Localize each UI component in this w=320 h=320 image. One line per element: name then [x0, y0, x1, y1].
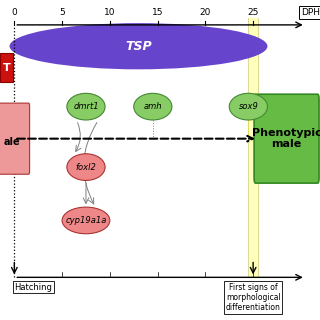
Text: TSP: TSP [125, 40, 152, 53]
Text: 20: 20 [200, 8, 211, 17]
Ellipse shape [67, 93, 105, 120]
Text: dmrt1: dmrt1 [73, 102, 99, 111]
Text: cyp19a1a: cyp19a1a [65, 216, 107, 225]
Text: foxl2: foxl2 [76, 163, 96, 172]
FancyBboxPatch shape [0, 103, 30, 174]
Ellipse shape [134, 93, 172, 120]
Text: amh: amh [144, 102, 162, 111]
Text: 0: 0 [12, 8, 17, 17]
Text: sox9: sox9 [238, 102, 258, 111]
Ellipse shape [67, 154, 105, 180]
Text: 15: 15 [152, 8, 164, 17]
Text: 25: 25 [247, 8, 259, 17]
FancyBboxPatch shape [254, 94, 319, 183]
Text: Phenotypic
male: Phenotypic male [252, 128, 320, 149]
Text: First signs of
morphological
differentiation: First signs of morphological differentia… [226, 283, 281, 312]
Text: Hatching: Hatching [14, 283, 52, 292]
Text: DPH: DPH [301, 8, 320, 17]
Text: T: T [3, 62, 11, 73]
Bar [248, 18, 258, 277]
Ellipse shape [10, 23, 268, 69]
Text: 10: 10 [104, 8, 116, 17]
Ellipse shape [62, 207, 110, 234]
FancyBboxPatch shape [0, 53, 13, 82]
Text: 5: 5 [59, 8, 65, 17]
Text: ale: ale [4, 137, 21, 147]
Ellipse shape [229, 93, 268, 120]
